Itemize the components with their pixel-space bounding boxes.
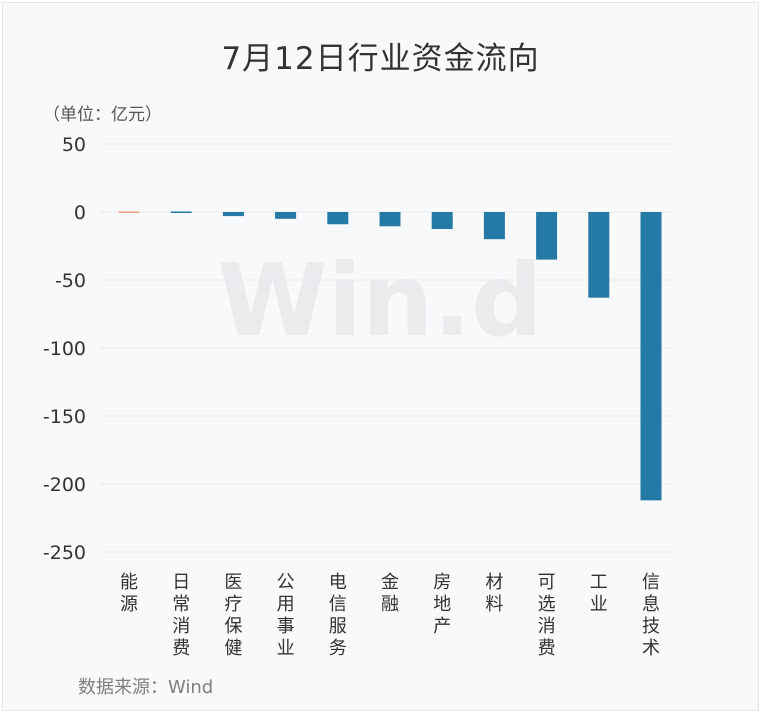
x-tick-label: 医疗保健 xyxy=(224,572,242,659)
y-tick-label: -50 xyxy=(55,270,86,292)
y-tick-label: -100 xyxy=(43,338,86,360)
x-tick-label: 金融 xyxy=(381,572,399,615)
y-tick-label: 50 xyxy=(62,134,86,156)
x-tick-label: 可选消费 xyxy=(538,572,556,659)
bar xyxy=(327,212,349,225)
bar xyxy=(222,212,244,217)
bar xyxy=(118,211,140,213)
x-axis-labels: 能源 日常消费 医疗保健 公用事业 电信服务 金融 房地产 材料 可选消费 工业 信息技术 xyxy=(120,572,660,659)
x-tick-label: 材料 xyxy=(485,572,503,615)
x-tick-label: 能源 xyxy=(120,572,138,615)
y-tick-label: -150 xyxy=(43,406,86,428)
y-tick-label: 0 xyxy=(74,202,86,224)
watermark: Win.d xyxy=(217,242,542,359)
x-tick-label: 房地产 xyxy=(433,572,451,637)
unit-label: （单位：亿元） xyxy=(43,105,162,125)
source-label: 数据来源：Wind xyxy=(78,677,214,698)
bar xyxy=(588,212,610,298)
chart-title: 7月12日行业资金流向 xyxy=(221,41,540,77)
x-tick-label: 公用事业 xyxy=(277,572,295,659)
bar xyxy=(275,212,297,219)
bar xyxy=(483,212,505,240)
x-tick-label: 工业 xyxy=(590,572,608,615)
bar xyxy=(640,212,662,501)
y-tick-label: -200 xyxy=(43,474,86,496)
y-axis-ticks: 50 0 -50 -100 -150 -200 -250 xyxy=(43,134,86,564)
y-tick-label: -250 xyxy=(43,542,86,564)
bar xyxy=(431,212,453,229)
bars xyxy=(118,211,662,501)
bar xyxy=(379,212,401,227)
x-tick-label: 日常消费 xyxy=(172,572,190,659)
grid-lines xyxy=(100,143,672,553)
x-tick-label: 信息技术 xyxy=(642,572,660,659)
x-tick-label: 电信服务 xyxy=(329,572,347,659)
bar xyxy=(536,212,558,260)
bar xyxy=(170,211,192,213)
